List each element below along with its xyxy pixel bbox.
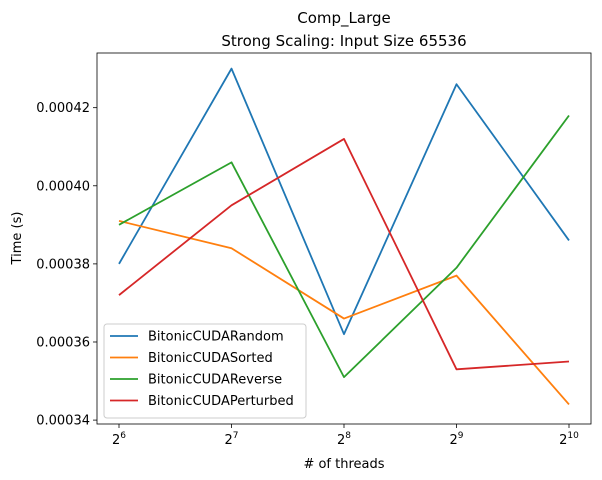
chart-title: Comp_Large xyxy=(297,9,391,28)
x-tick-label: 28 xyxy=(337,431,351,448)
legend-label: BitonicCUDARandom xyxy=(148,330,284,345)
legend-box xyxy=(103,323,307,419)
series-line xyxy=(118,220,570,406)
x-tick-label: 27 xyxy=(224,431,238,448)
series-line xyxy=(118,114,570,379)
legend: BitonicCUDARandom BitonicCUDASorted Bitoni… xyxy=(103,323,307,419)
legend-label: BitonicCUDAPerturbed xyxy=(148,394,294,409)
legend-label: BitonicCUDASorted xyxy=(148,351,273,366)
y-axis-label: Time (s) xyxy=(10,212,25,266)
x-tick-label: 26 xyxy=(112,431,126,448)
y-tick-label: 0.00034 xyxy=(36,414,90,429)
x-tick-label: 210 xyxy=(559,431,579,448)
y-tick-label: 0.00036 xyxy=(36,335,90,350)
x-axis-label: # of threads xyxy=(303,457,384,472)
series-line xyxy=(118,67,570,336)
plot-area: 26 27 28 29 210 0.00034 0.00036 0.00038 0.00040 0… xyxy=(36,52,592,448)
series-line xyxy=(118,138,570,371)
chart-subtitle: Strong Scaling: Input Size 65536 xyxy=(221,32,466,50)
x-tick-label: 29 xyxy=(449,431,463,448)
legend-label: BitonicCUDAReverse xyxy=(148,373,282,388)
y-tick-label: 0.00042 xyxy=(36,101,90,116)
y-tick-label: 0.00040 xyxy=(36,179,90,194)
y-tick-label: 0.00038 xyxy=(36,257,90,272)
